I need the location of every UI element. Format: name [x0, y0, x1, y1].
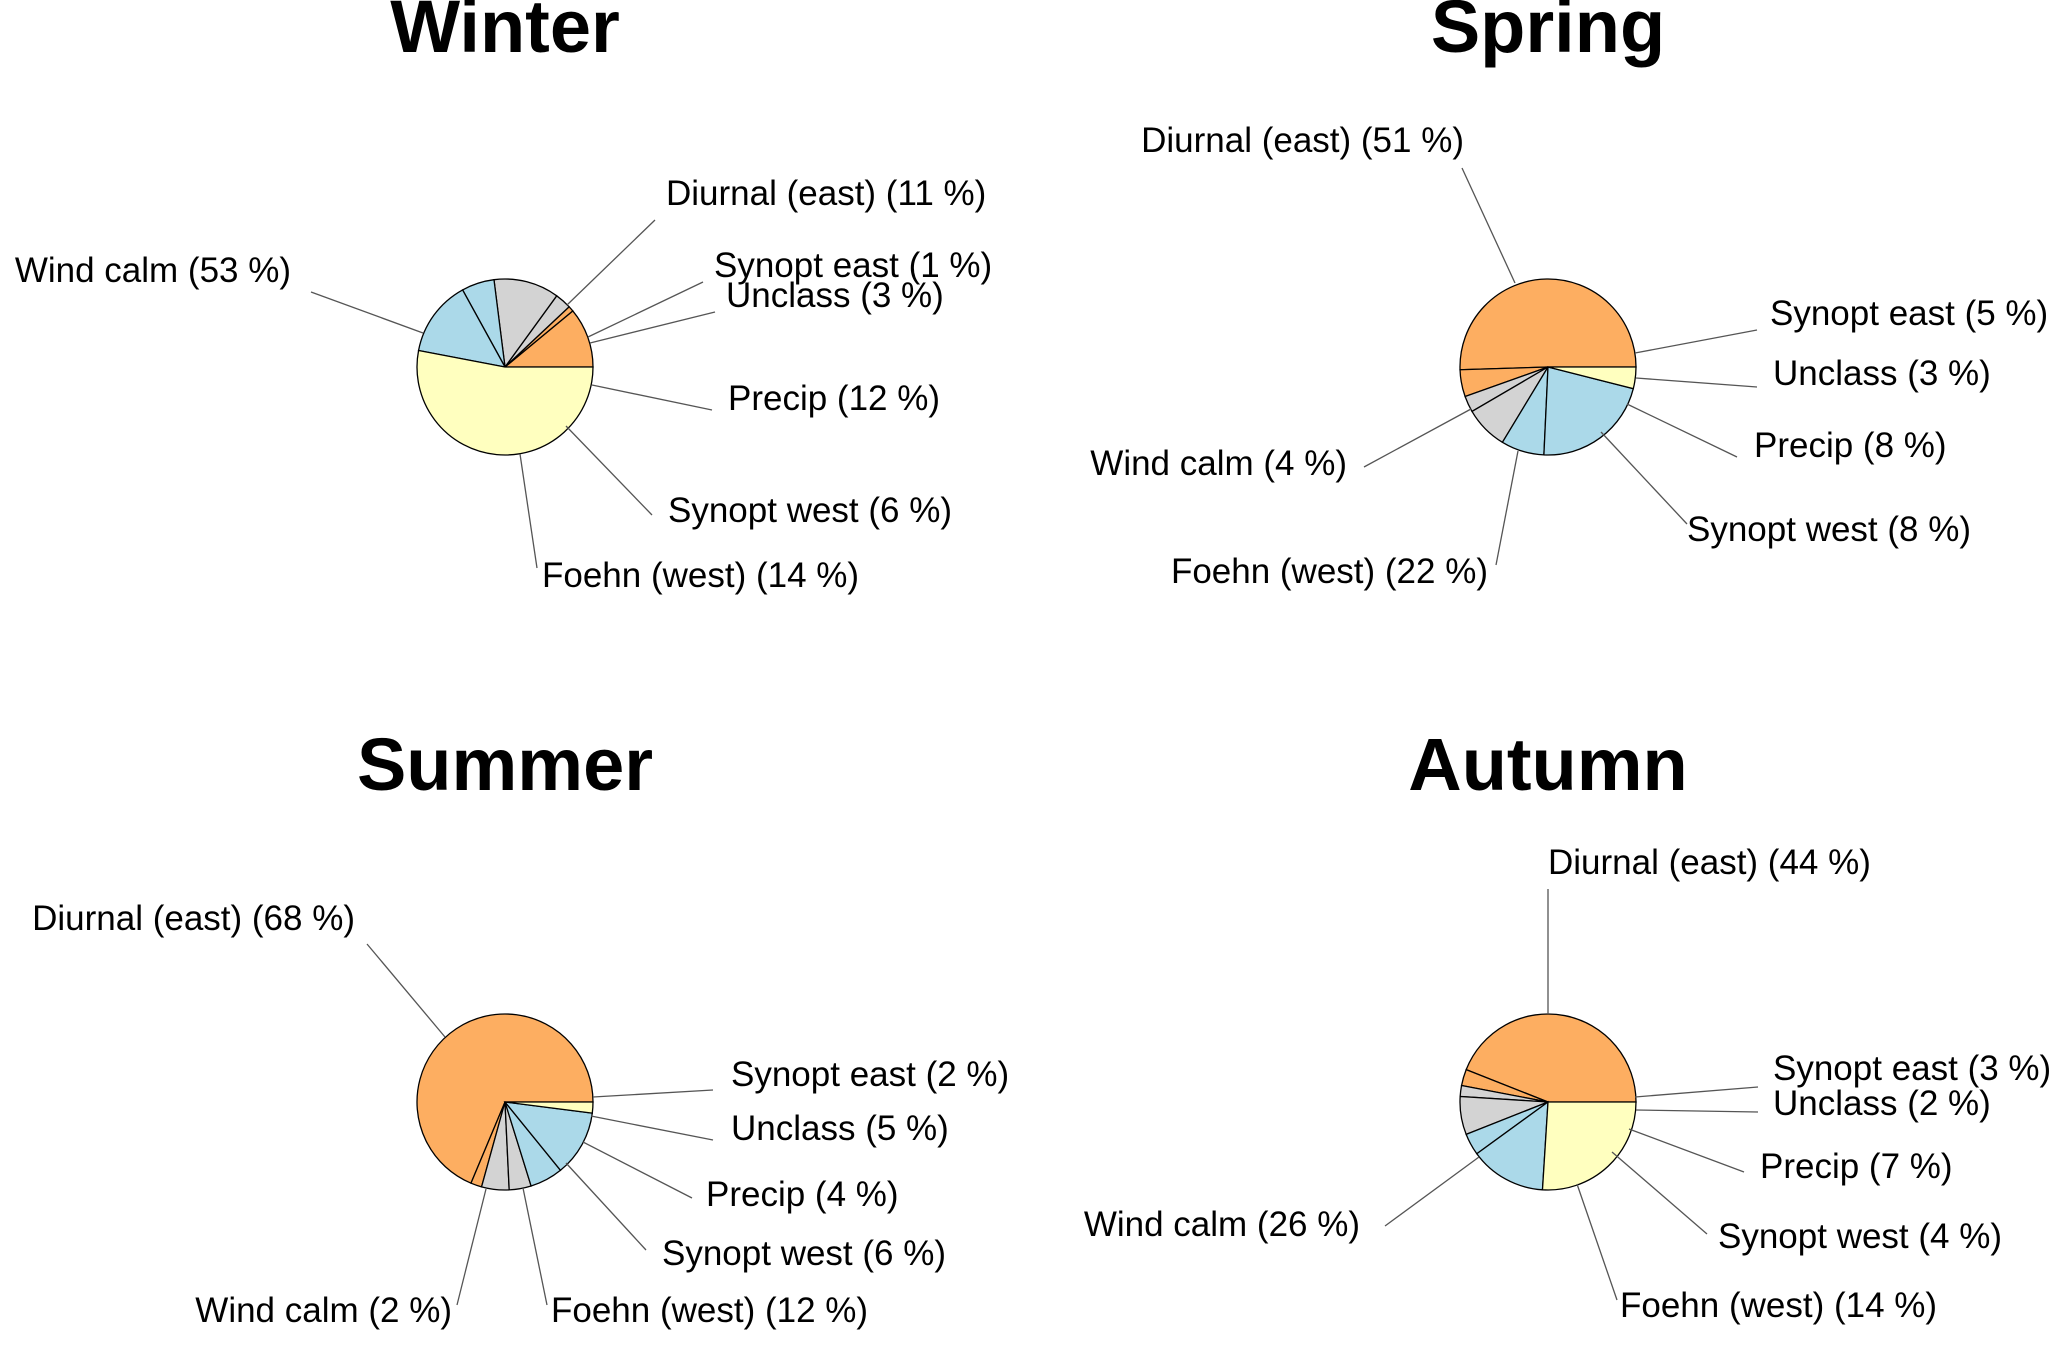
chart-title-winter: Winter: [390, 0, 620, 68]
slice-label-winter-synopt-west: Synopt west (6 %): [668, 491, 952, 530]
leader-line-spring-wind-calm: [1363, 408, 1472, 468]
slice-label-summer-synopt-west: Synopt west (6 %): [662, 1234, 946, 1273]
slice-label-autumn-synopt-east: Synopt east (3 %): [1773, 1049, 2051, 1088]
leader-line-winter-wind-calm: [310, 291, 424, 334]
pie-slice-spring-wind-calm: [1547, 366, 1637, 390]
leader-line-summer-unclass: [590, 1115, 714, 1141]
leader-line-spring-synopt-west: [1600, 431, 1688, 525]
slice-label-winter-diurnal-east: Diurnal (east) (11 %): [666, 174, 986, 213]
leader-line-winter-precip: [591, 384, 713, 411]
pie-chart-summer: Summer Diurnal (east) (68 %) Synopt east (…: [32, 723, 1009, 1330]
pie-slice-autumn-foehn-west: [1475, 1100, 1549, 1191]
pie-chart-spring: Spring Diurnal (east) (51 %) Synopt east (…: [1090, 0, 2048, 591]
chart-title-summer: Summer: [357, 723, 653, 806]
pie-slice-winter-wind-calm: [416, 349, 594, 456]
leader-line-winter-foehn-west: [519, 453, 538, 569]
leader-line-autumn-unclass: [1635, 1109, 1759, 1113]
leader-line-spring-precip: [1626, 403, 1738, 458]
slice-label-spring-synopt-west: Synopt west (8 %): [1687, 510, 1971, 549]
leader-line-winter-diurnal-east: [566, 219, 656, 306]
slice-label-summer-unclass: Unclass (5 %): [731, 1109, 949, 1148]
leader-line-summer-diurnal-east: [366, 943, 446, 1038]
leader-line-summer-precip: [582, 1141, 693, 1199]
chart-title-spring: Spring: [1431, 0, 1665, 68]
leader-line-summer-wind-calm: [456, 1188, 487, 1306]
slice-label-autumn-precip: Precip (7 %): [1760, 1147, 1953, 1186]
leader-line-winter-synopt-west: [565, 425, 653, 516]
leader-line-summer-synopt-east: [592, 1089, 714, 1098]
leader-line-autumn-wind-calm: [1384, 1156, 1480, 1227]
slice-label-summer-foehn-west: Foehn (west) (12 %): [551, 1291, 868, 1330]
slice-label-winter-wind-calm: Wind calm (53 %): [15, 251, 291, 290]
leader-line-summer-foehn-west: [522, 1187, 548, 1306]
pie-slice-summer-diurnal-east: [416, 1013, 594, 1185]
slice-label-summer-diurnal-east: Diurnal (east) (68 %): [32, 899, 355, 938]
slice-label-autumn-diurnal-east: Diurnal (east) (44 %): [1548, 843, 1871, 882]
pie-chart-autumn: Autumn Diurnal (east) (44 %) Synopt east (…: [1084, 723, 2051, 1325]
slice-label-summer-synopt-east: Synopt east (2 %): [731, 1055, 1009, 1094]
slice-label-autumn-synopt-west: Synopt west (4 %): [1718, 1217, 2002, 1256]
leader-line-autumn-synopt-east: [1634, 1086, 1759, 1098]
leader-line-winter-unclass: [589, 311, 716, 344]
slice-label-winter-unclass: Unclass (3 %): [726, 276, 944, 315]
leader-line-winter-synopt-east: [587, 281, 704, 338]
slice-label-autumn-foehn-west: Foehn (west) (14 %): [1620, 1286, 1937, 1325]
pie-slice-autumn-wind-calm: [1541, 1101, 1637, 1191]
slice-label-spring-synopt-east: Synopt east (5 %): [1770, 294, 2048, 333]
slice-label-spring-foehn-west: Foehn (west) (22 %): [1171, 552, 1488, 591]
leader-line-autumn-precip: [1628, 1128, 1745, 1173]
pie-slice-autumn-diurnal-east: [1465, 1013, 1637, 1103]
slice-label-spring-precip: Precip (8 %): [1754, 426, 1947, 465]
slice-label-spring-wind-calm: Wind calm (4 %): [1090, 444, 1347, 483]
slice-label-winter-precip: Precip (12 %): [728, 379, 940, 418]
slice-label-winter-synopt-east: Synopt east (1 %): [714, 246, 992, 285]
slice-label-spring-unclass: Unclass (3 %): [1773, 354, 1991, 393]
chart-title-autumn: Autumn: [1408, 723, 1688, 806]
pie-slice-summer-wind-calm: [504, 1101, 594, 1114]
pie-slice-summer-foehn-west: [503, 1101, 594, 1172]
slice-label-winter-foehn-west: Foehn (west) (14 %): [542, 556, 859, 595]
pie-chart-winter: Winter Diurnal (east) (11 %) Synopt east (…: [15, 0, 992, 595]
pie-slice-spring-foehn-west: [1543, 366, 1635, 456]
leader-line-summer-synopt-west: [565, 1162, 647, 1251]
pie-slice-winter-foehn-west: [417, 289, 507, 368]
leader-line-spring-diurnal-east: [1461, 167, 1516, 284]
pie-slice-winter-precip: [493, 278, 558, 369]
leader-line-spring-unclass: [1635, 377, 1758, 388]
leader-line-spring-synopt-east: [1634, 329, 1758, 354]
pie-slice-spring-diurnal-east: [1459, 278, 1637, 371]
leader-line-autumn-foehn-west: [1576, 1183, 1618, 1301]
slice-label-autumn-unclass: Unclass (2 %): [1773, 1084, 1991, 1123]
leader-line-spring-foehn-west: [1495, 450, 1519, 566]
slice-label-spring-diurnal-east: Diurnal (east) (51 %): [1141, 121, 1464, 160]
slice-label-summer-wind-calm: Wind calm (2 %): [195, 1291, 452, 1330]
slice-label-summer-precip: Precip (4 %): [706, 1175, 899, 1214]
slice-label-autumn-wind-calm: Wind calm (26 %): [1084, 1205, 1360, 1244]
leader-line-autumn-synopt-west: [1611, 1151, 1708, 1235]
